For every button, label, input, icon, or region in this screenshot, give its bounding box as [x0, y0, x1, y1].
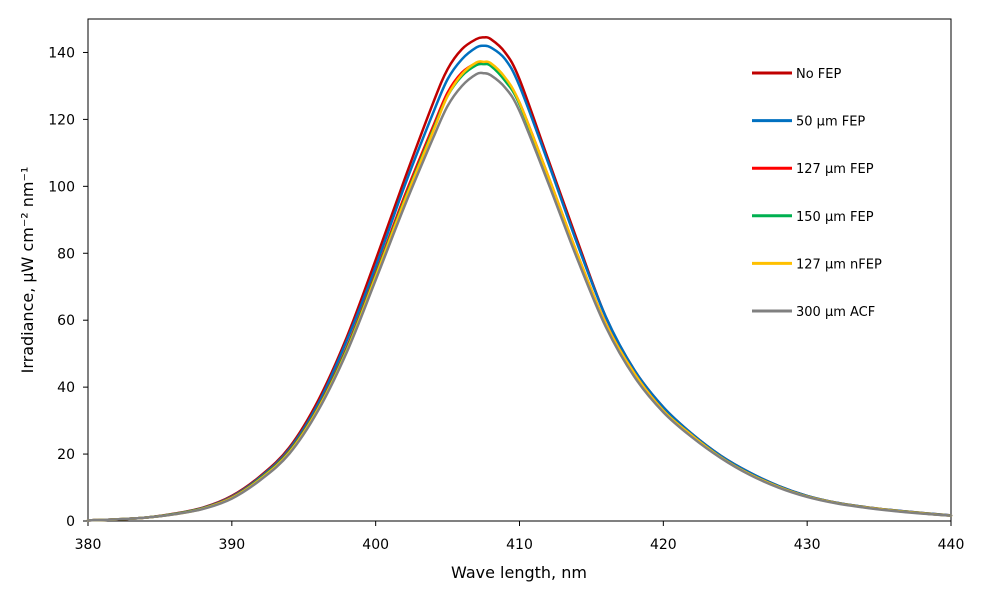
series-line-5	[86, 60, 953, 522]
y-axis-title: Irradiance, μW cm⁻² nm⁻¹	[18, 167, 37, 374]
series-line-6	[86, 71, 953, 522]
legend-label-1: No FEP	[796, 67, 842, 82]
x-axis: 380 390 400 410 420 430 440	[75, 521, 965, 553]
y-tick-label: 120	[48, 112, 75, 128]
y-tick-label: 80	[57, 246, 75, 262]
y-tick-label: 0	[66, 514, 75, 530]
x-tick-label: 380	[75, 537, 102, 553]
x-axis-title: Wave length, nm	[451, 563, 587, 582]
legend-label-2: 50 μm FEP	[796, 115, 865, 130]
x-tick-label: 420	[650, 537, 677, 553]
y-axis: 0 20 40 60 80 100 120 140	[48, 45, 88, 530]
x-tick-label: 410	[506, 537, 533, 553]
y-tick-label: 20	[57, 447, 75, 463]
legend-label-4: 150 μm FEP	[796, 210, 874, 225]
x-tick-label: 390	[218, 537, 245, 553]
legend-label-5: 127 μm nFEP	[796, 257, 882, 272]
x-tick-label: 440	[938, 537, 965, 553]
x-tick-label: 400	[362, 537, 389, 553]
series-line-3	[86, 60, 953, 522]
y-tick-label: 40	[57, 380, 75, 396]
y-tick-label: 100	[48, 179, 75, 195]
series-lines	[86, 36, 953, 522]
x-tick-label: 430	[794, 537, 821, 553]
legend-label-6: 300 μm ACF	[796, 305, 875, 320]
series-line-4	[86, 62, 953, 522]
y-tick-label: 60	[57, 313, 75, 329]
legend-label-3: 127 μm FEP	[796, 162, 874, 177]
legend: No FEP 50 μm FEP 127 μm FEP 150 μm FEP 127 μ…	[752, 67, 882, 320]
y-tick-label: 140	[48, 45, 75, 61]
